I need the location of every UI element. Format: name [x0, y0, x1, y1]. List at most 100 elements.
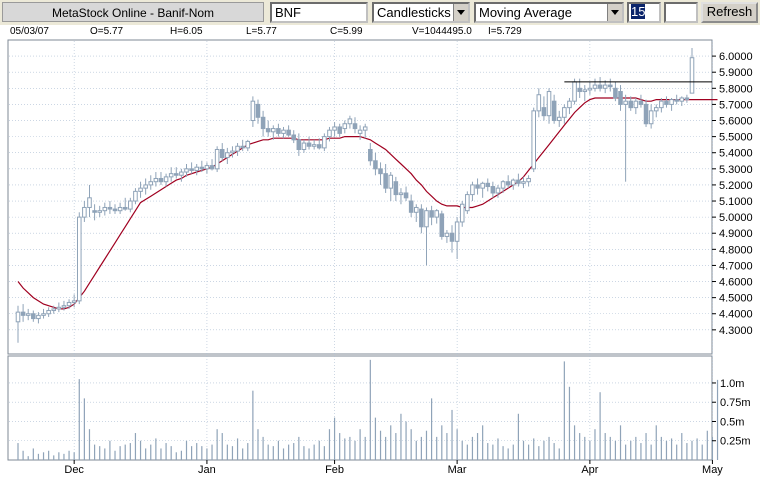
candle — [434, 209, 439, 224]
candle — [429, 205, 434, 226]
indicator-select[interactable]: Moving Average — [474, 2, 624, 23]
candle-body — [143, 184, 148, 189]
candle — [485, 178, 491, 192]
volume-tick-label: 1.0m — [720, 378, 744, 390]
candle-body — [577, 87, 582, 93]
candle — [25, 308, 31, 321]
candle — [194, 163, 199, 176]
candle-body — [97, 210, 102, 213]
candle-body — [41, 313, 46, 316]
info-date: 05/03/07 — [10, 26, 49, 37]
candle-body — [659, 100, 664, 109]
candle-body — [225, 152, 230, 159]
chevron-down-icon[interactable] — [607, 4, 622, 21]
candle — [235, 143, 240, 156]
candle — [674, 94, 679, 105]
candle — [587, 81, 593, 95]
candle — [567, 97, 572, 115]
candle-body — [265, 128, 271, 133]
candle — [516, 173, 521, 187]
candle — [357, 125, 363, 140]
candle — [408, 194, 414, 218]
candle — [128, 197, 133, 213]
candle — [480, 181, 485, 198]
candle — [664, 96, 669, 108]
candle — [61, 300, 67, 311]
candle — [613, 81, 618, 102]
symbol-input[interactable] — [270, 2, 368, 23]
price-chart[interactable]: 4.3000 4.4000 4.5000 4.6000 4.7000 4.8000 4.90… — [0, 38, 760, 477]
candle-body — [179, 171, 184, 176]
candle — [597, 77, 603, 92]
candle — [454, 217, 460, 259]
candle — [71, 294, 77, 308]
candle — [541, 96, 547, 121]
candle — [592, 78, 598, 92]
candle-body — [669, 99, 674, 105]
candle — [51, 305, 57, 314]
candle — [271, 125, 276, 140]
refresh-button[interactable]: Refresh — [701, 2, 758, 23]
candle — [306, 136, 312, 150]
candle-body — [526, 177, 531, 183]
info-volume: V=1044495.0 — [412, 26, 472, 37]
candle-body — [230, 150, 235, 154]
candle — [465, 191, 470, 214]
chevron-down-icon[interactable] — [453, 4, 468, 21]
candle — [419, 204, 424, 234]
candle — [633, 97, 639, 115]
candle — [689, 48, 695, 94]
candle — [368, 143, 373, 166]
candle — [291, 130, 297, 144]
candle — [459, 201, 465, 227]
candle — [15, 305, 21, 343]
info-close: C=5.99 — [330, 26, 363, 37]
candle-body — [674, 99, 679, 102]
candle-body — [388, 174, 394, 189]
candle — [112, 204, 118, 214]
period-input[interactable]: 15 — [627, 2, 661, 23]
price-tick-label: 5.0000 — [719, 212, 753, 224]
candle — [572, 78, 577, 105]
candle-body — [112, 208, 118, 212]
chart-type-select[interactable]: Candlesticks — [372, 2, 470, 23]
candle — [679, 96, 685, 107]
candle — [174, 167, 179, 179]
candle — [36, 312, 41, 324]
candle — [255, 99, 261, 124]
price-tick-label: 5.3000 — [719, 164, 753, 176]
candle — [531, 107, 536, 173]
candle-body — [444, 232, 450, 237]
candle-body — [332, 126, 337, 131]
candle — [669, 97, 674, 111]
candle — [163, 173, 169, 187]
candle-body — [413, 206, 419, 213]
candle-body — [403, 192, 409, 199]
toolbar: MetaStock Online - Banif-Nom Candlestick… — [0, 0, 760, 25]
volume-tick-label: 0.25m — [720, 436, 751, 448]
candle-body — [393, 181, 399, 196]
candle — [316, 138, 322, 150]
candle — [265, 120, 271, 137]
candle-body — [163, 176, 169, 183]
candle — [219, 143, 225, 161]
candle — [204, 162, 210, 174]
candle — [424, 207, 429, 266]
candle — [158, 172, 164, 185]
candle-body — [618, 91, 623, 105]
candle-body — [597, 84, 603, 89]
candle-body — [71, 300, 77, 303]
candle — [500, 180, 506, 193]
candle — [311, 139, 317, 150]
volume-tick-label: 0.75m — [720, 397, 751, 409]
candle — [475, 178, 480, 195]
extra-input[interactable] — [664, 2, 698, 23]
candle-body — [398, 192, 404, 196]
candle — [393, 176, 399, 202]
candle — [327, 126, 332, 142]
candle — [301, 139, 307, 153]
candle-body — [511, 179, 516, 186]
volume-tick-label: 0.5m — [720, 416, 744, 428]
candle-body — [495, 187, 501, 194]
candle-body — [92, 210, 97, 213]
